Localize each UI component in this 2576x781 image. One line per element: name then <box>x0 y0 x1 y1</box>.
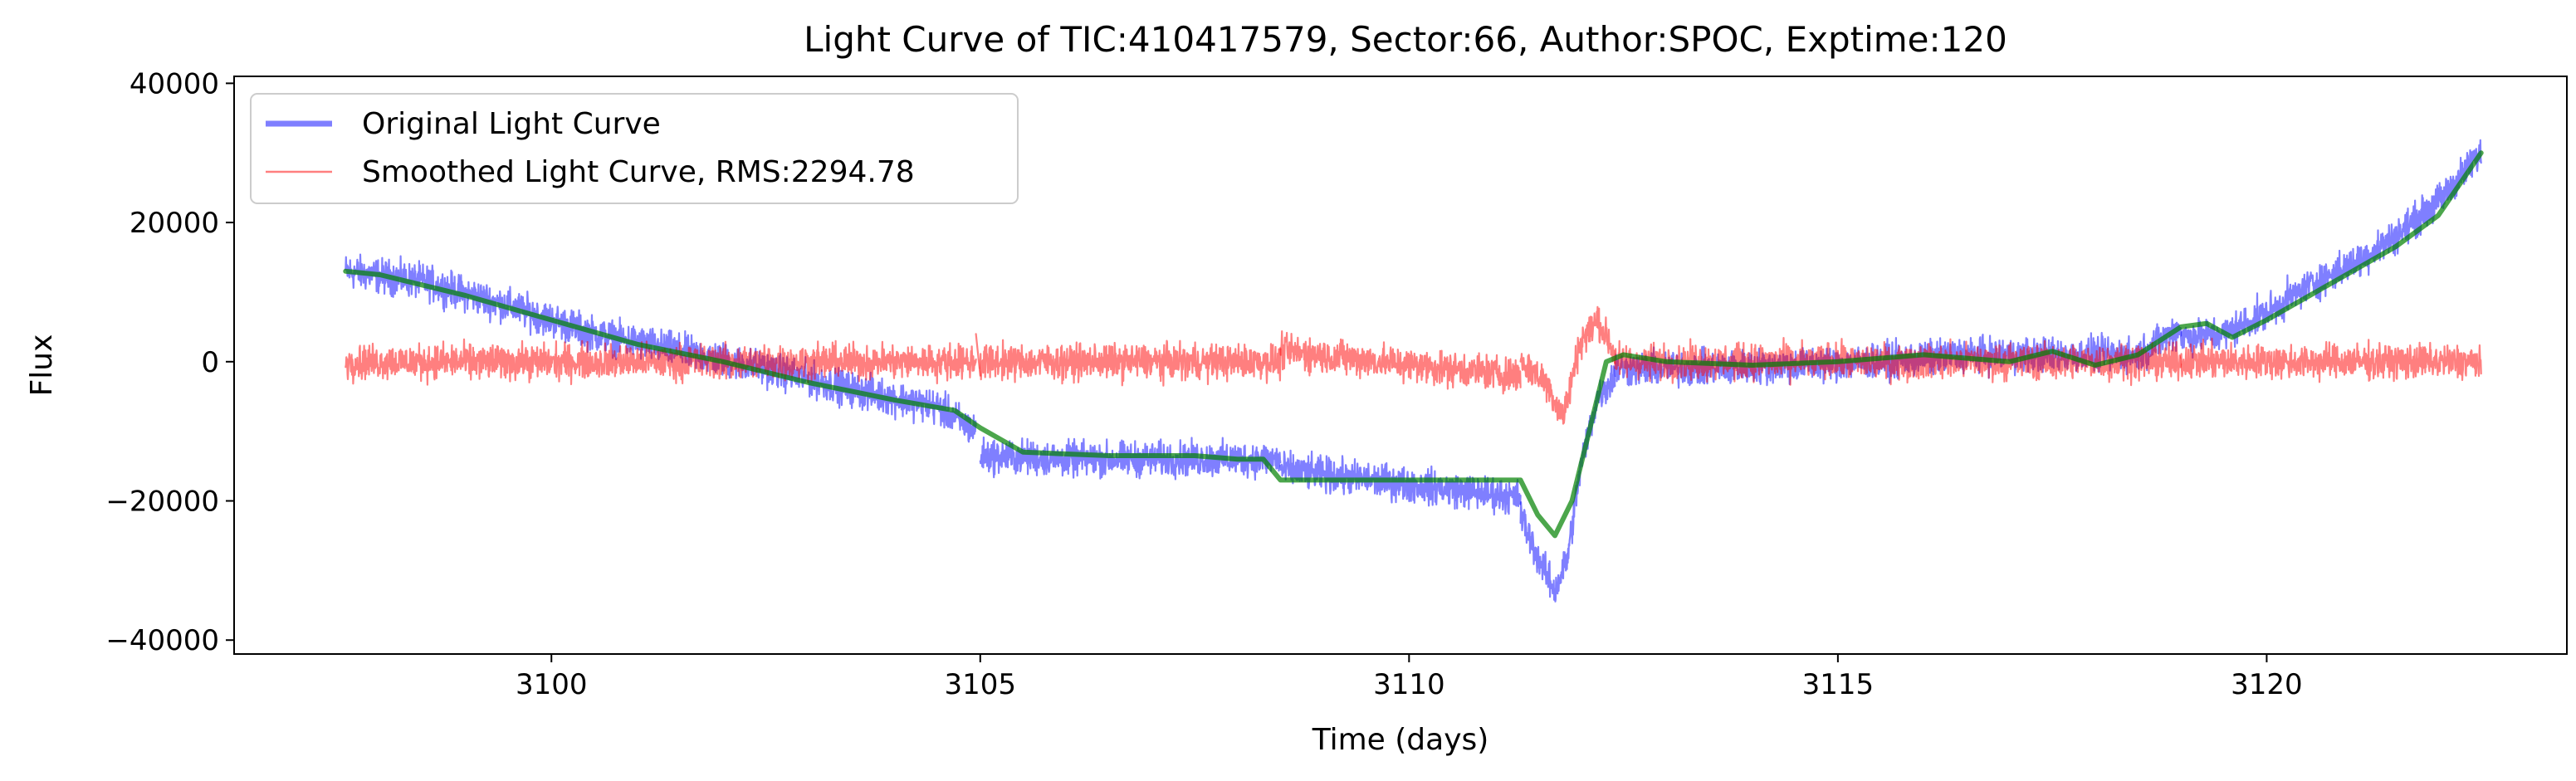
y-axis: −40000 −20000 0 20000 40000 <box>105 67 234 657</box>
y-tick-label: 20000 <box>130 207 219 240</box>
series-1 <box>345 305 2482 425</box>
series-0-segment-0 <box>345 253 977 443</box>
x-tick-label: 3110 <box>1373 668 1445 701</box>
x-axis: 3100 3105 3110 3115 3120 <box>516 654 2303 701</box>
series-1-segment-3 <box>1279 330 1522 395</box>
legend: Original Light Curve Smoothed Light Curv… <box>250 93 1019 204</box>
series-0-segment-2 <box>1279 449 1522 516</box>
chart-title: Light Curve of TIC:410417579, Sector:66,… <box>804 19 2007 60</box>
series-1-segment-2 <box>979 339 1282 387</box>
series-0-segment-5 <box>2180 139 2482 359</box>
legend-label-smoothed: Smoothed Light Curve, RMS:2294.78 <box>362 155 915 189</box>
x-tick-label: 3100 <box>516 668 588 701</box>
y-tick-label: 40000 <box>130 67 219 100</box>
series-2-segment-0 <box>343 150 2484 539</box>
legend-label-original: Original Light Curve <box>362 107 661 141</box>
x-tick-label: 3115 <box>1802 668 1875 701</box>
y-tick-label: −20000 <box>105 486 219 519</box>
y-axis-label: Flux <box>25 334 59 397</box>
series-1-segment-4 <box>1519 305 1616 425</box>
x-tick-label: 3120 <box>2231 668 2303 701</box>
y-tick-label: 0 <box>201 346 219 379</box>
legend-box <box>250 93 1019 204</box>
series-1-segment-5 <box>1614 337 2183 387</box>
x-tick-label: 3105 <box>945 668 1017 701</box>
series-1-segment-6 <box>2180 337 2482 383</box>
x-axis-label: Time (days) <box>1312 723 1489 757</box>
series-layer <box>343 139 2484 603</box>
series-1-segment-0 <box>345 338 977 386</box>
plot-frame <box>233 76 2568 655</box>
series-2 <box>343 150 2484 539</box>
y-tick-label: −40000 <box>105 624 219 657</box>
